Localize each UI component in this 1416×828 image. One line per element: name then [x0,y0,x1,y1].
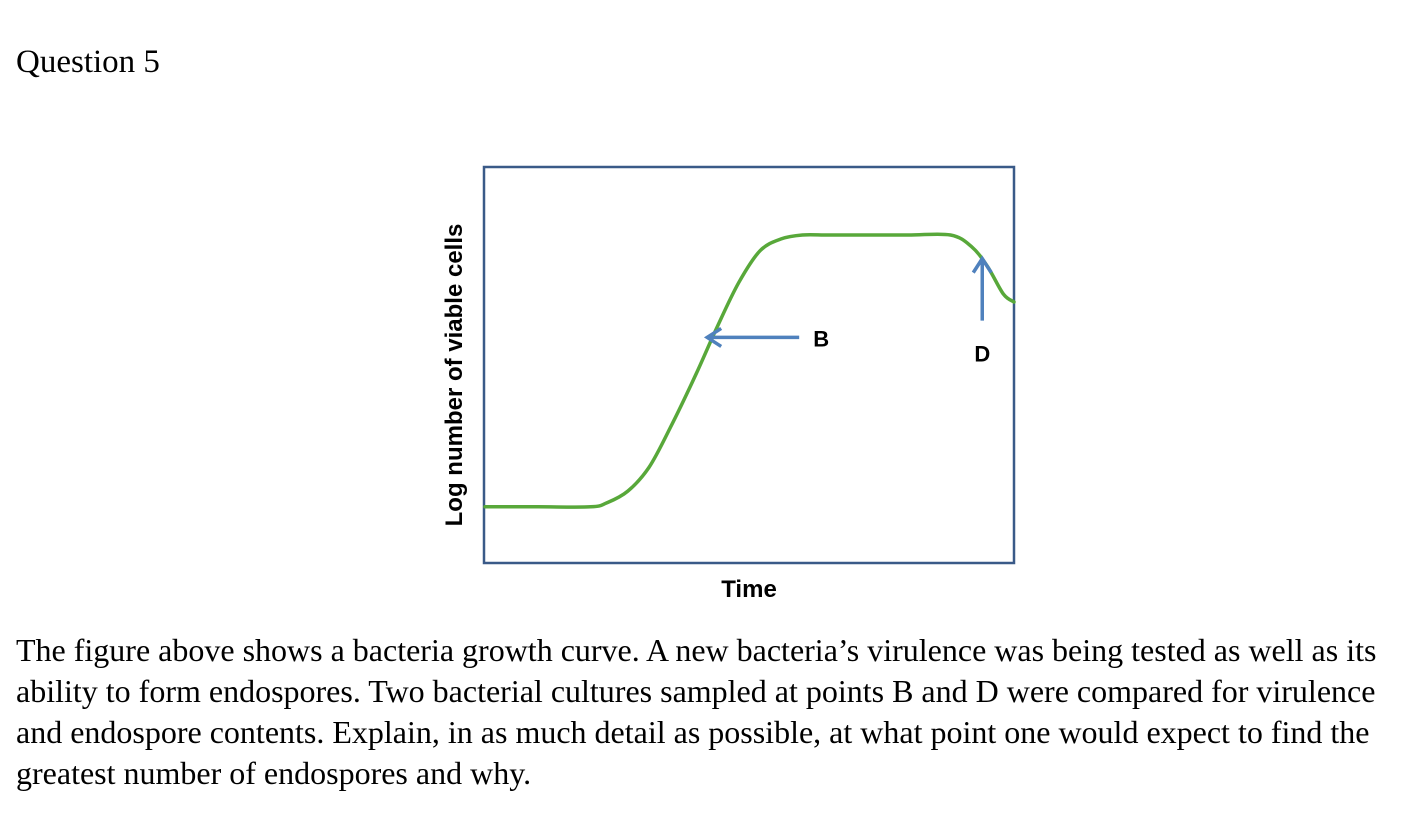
plot-frame [482,165,1016,565]
question-title: Question 5 [16,44,160,80]
annotations: BD [703,255,993,367]
annotation-arrow-head [703,326,723,348]
annotation-label-d: D [974,342,990,367]
y-axis-label: Log number of viable cells [441,224,468,527]
annotation-arrow-head [971,255,993,274]
growth-curve-chart: BD Time Log number of viable cells [441,165,1016,603]
annotation-b: B [703,326,829,351]
annotation-d: D [971,255,993,367]
annotation-label-b: B [813,326,829,351]
growth-curve-line [483,232,1016,509]
x-axis-label: Time [721,576,777,603]
question-text: The figure above shows a bacteria growth… [16,632,1377,791]
